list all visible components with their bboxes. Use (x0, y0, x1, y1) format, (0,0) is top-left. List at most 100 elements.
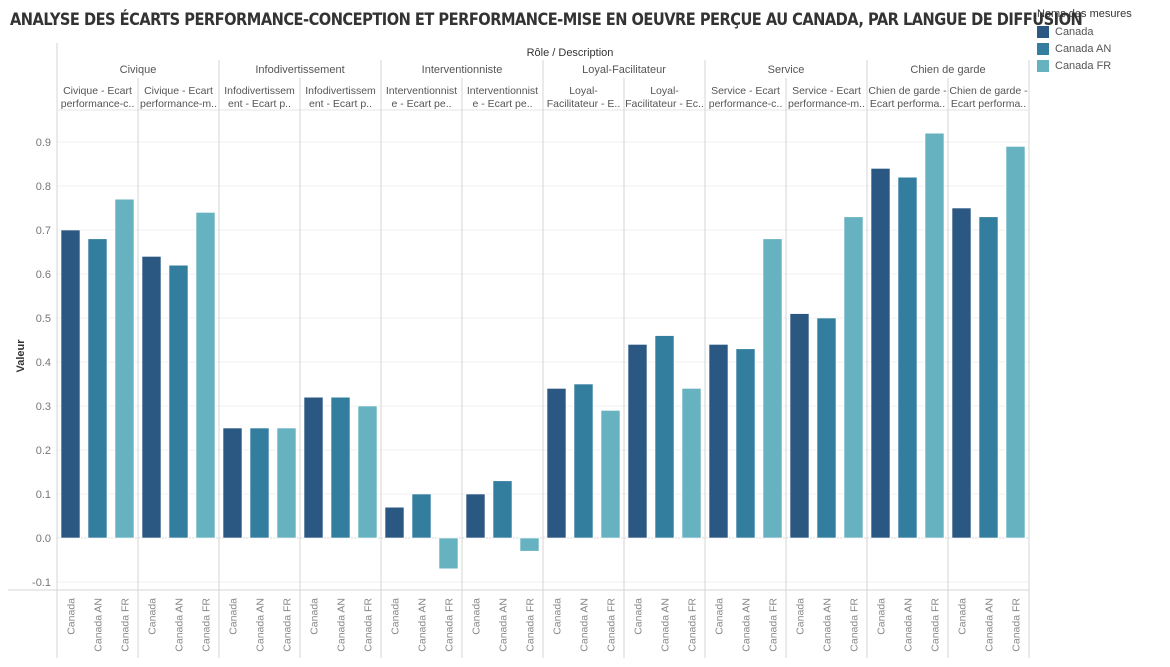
legend-item-canada-an[interactable]: Canada AN (1037, 40, 1132, 57)
description-header-line2: ent - Ecart p.. (309, 98, 372, 110)
bar[interactable] (762, 238, 783, 539)
description-header-line2: Ecart performa.. (951, 98, 1026, 110)
bar[interactable] (438, 537, 459, 570)
description-header-line2: performance-m.. (140, 98, 217, 110)
bar[interactable] (951, 207, 972, 539)
description-header-line2: performance-c.. (61, 98, 135, 110)
legend-title: Noms des mesures (1037, 8, 1132, 20)
x-category-label: Canada AN (822, 598, 834, 652)
x-category-label: Canada FR (930, 598, 942, 652)
x-category-label: Canada FR (120, 598, 132, 652)
y-tick-label: 0.1 (36, 489, 51, 501)
x-category-label: Canada AN (903, 598, 915, 652)
bar[interactable] (411, 493, 432, 539)
x-category-label: Canada FR (606, 598, 618, 652)
x-category-label: Canada (228, 598, 240, 635)
x-category-label: Canada AN (174, 598, 186, 652)
bar[interactable] (168, 264, 189, 539)
legend-swatch (1037, 25, 1049, 38)
x-category-label: Canada (795, 598, 807, 635)
y-tick-label: 0.0 (36, 533, 51, 545)
bar[interactable] (384, 506, 405, 539)
bar[interactable] (492, 480, 513, 539)
description-header-line2: performance-c.. (709, 98, 783, 110)
x-category-label: Canada AN (660, 598, 672, 652)
role-header: Service (768, 64, 805, 76)
bar[interactable] (924, 132, 945, 539)
bar[interactable] (681, 388, 702, 539)
bar[interactable] (114, 198, 135, 539)
x-category-label: Canada FR (201, 598, 213, 652)
y-tick-label: 0.7 (36, 225, 51, 237)
bar[interactable] (978, 216, 999, 539)
bar[interactable] (843, 216, 864, 539)
bar[interactable] (141, 256, 162, 539)
role-header: Loyal-Facilitateur (582, 64, 666, 76)
y-tick-label: 0.6 (36, 269, 51, 281)
legend-label: Canada AN (1055, 42, 1112, 55)
bar[interactable] (735, 348, 756, 539)
bar[interactable] (519, 537, 540, 552)
bar[interactable] (276, 427, 297, 539)
y-tick-label: 0.4 (36, 357, 51, 369)
header-title: Rôle / Description (527, 47, 614, 59)
x-category-label: Canada FR (849, 598, 861, 652)
x-category-label: Canada (309, 598, 321, 635)
bar[interactable] (222, 427, 243, 539)
description-header-line2: Facilitateur - E.. (547, 98, 621, 110)
x-category-label: Canada AN (984, 598, 996, 652)
x-category-label: Canada (471, 598, 483, 635)
bar[interactable] (1005, 146, 1026, 539)
x-category-label: Canada AN (336, 598, 348, 652)
x-category-label: Canada (66, 598, 78, 635)
x-category-label: Canada AN (498, 598, 510, 652)
description-header-line1: Chien de garde - (868, 85, 947, 97)
bar[interactable] (600, 410, 621, 539)
bar[interactable] (465, 493, 486, 539)
bar[interactable] (303, 396, 324, 539)
description-header-line1: Infodivertissem (224, 85, 295, 97)
description-header-line1: Interventionnist (467, 85, 538, 97)
legend-item-canada[interactable]: Canada (1037, 23, 1132, 40)
bar[interactable] (249, 427, 270, 539)
bar[interactable] (330, 396, 351, 539)
x-category-label: Canada (957, 598, 969, 635)
x-category-label: Canada (714, 598, 726, 635)
bar[interactable] (60, 229, 81, 539)
role-header: Chien de garde (910, 64, 985, 76)
description-header-line1: Civique - Ecart (63, 85, 132, 97)
description-header-line1: Civique - Ecart (144, 85, 213, 97)
bar[interactable] (546, 388, 567, 539)
x-category-label: Canada AN (741, 598, 753, 652)
bar[interactable] (195, 212, 216, 539)
legend: Noms des mesures Canada Canada AN Canada… (1037, 8, 1132, 74)
bar[interactable] (357, 405, 378, 539)
role-header: Interventionniste (422, 64, 503, 76)
x-category-label: Canada (147, 598, 159, 635)
bar[interactable] (708, 344, 729, 539)
y-axis-title: Valeur (15, 339, 27, 373)
legend-item-canada-fr[interactable]: Canada FR (1037, 57, 1132, 74)
description-header-line1: Loyal- (650, 85, 679, 97)
bar[interactable] (816, 317, 837, 539)
bar[interactable] (789, 313, 810, 539)
x-category-label: Canada (552, 598, 564, 635)
legend-swatch (1037, 42, 1049, 55)
x-category-label: Canada (633, 598, 645, 635)
bar[interactable] (870, 168, 891, 539)
bar[interactable] (627, 344, 648, 539)
description-header-line1: Chien de garde - (949, 85, 1028, 97)
x-category-label: Canada AN (255, 598, 267, 652)
bar[interactable] (87, 238, 108, 539)
description-header-line2: Ecart performa.. (870, 98, 945, 110)
y-tick-label: 0.5 (36, 313, 51, 325)
description-header-line2: e - Ecart pe.. (472, 98, 532, 110)
x-category-label: Canada AN (417, 598, 429, 652)
legend-label: Canada FR (1055, 59, 1112, 72)
bar[interactable] (654, 335, 675, 539)
bar[interactable] (573, 383, 594, 539)
y-tick-label: 0.9 (36, 137, 51, 149)
description-header-line2: ent - Ecart p.. (228, 98, 291, 110)
bar[interactable] (897, 176, 918, 539)
